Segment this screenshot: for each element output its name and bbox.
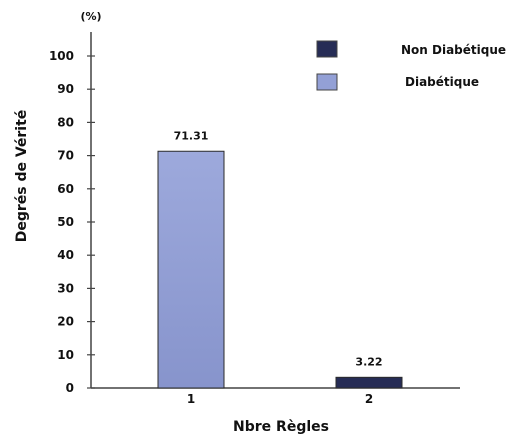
legend-label-diabetique: Diabétique: [405, 75, 479, 89]
y-axis-title: Degrés de Vérité: [14, 110, 30, 243]
y-tick-label: 90: [57, 82, 74, 96]
bar-1: [157, 150, 225, 389]
x-tick-label-1: 1: [187, 392, 195, 406]
legend-swatch-diabetique: [316, 73, 338, 91]
y-tick-label: 50: [57, 215, 74, 229]
y-tick-label: 0: [66, 381, 74, 395]
y-tick-label: 100: [49, 49, 74, 63]
y-tick-label: 30: [57, 281, 74, 295]
legend-swatch-non-diabetique: [316, 40, 338, 58]
legend: Non Diabétique Diabétique: [316, 40, 506, 91]
y-tick-label: 10: [57, 348, 74, 362]
bars: 71.31 3.22: [157, 129, 403, 389]
y-axis-ticks: 0 10 20 30 40 50 60 70 80 90 100: [49, 49, 95, 395]
legend-label-non-diabetique: Non Diabétique: [401, 43, 506, 57]
y-tick-label: 40: [57, 248, 74, 262]
x-axis-title: Nbre Règles: [233, 419, 329, 434]
x-tick-label-2: 2: [365, 392, 373, 406]
y-tick-label: 80: [57, 115, 74, 129]
y-axis-unit: (%): [80, 10, 101, 23]
bar-2: [335, 376, 403, 389]
data-label-1: 71.31: [174, 129, 209, 142]
y-tick-label: 70: [57, 149, 74, 163]
y-tick-label: 60: [57, 182, 74, 196]
y-tick-label: 20: [57, 315, 74, 329]
data-label-2: 3.22: [355, 355, 382, 368]
